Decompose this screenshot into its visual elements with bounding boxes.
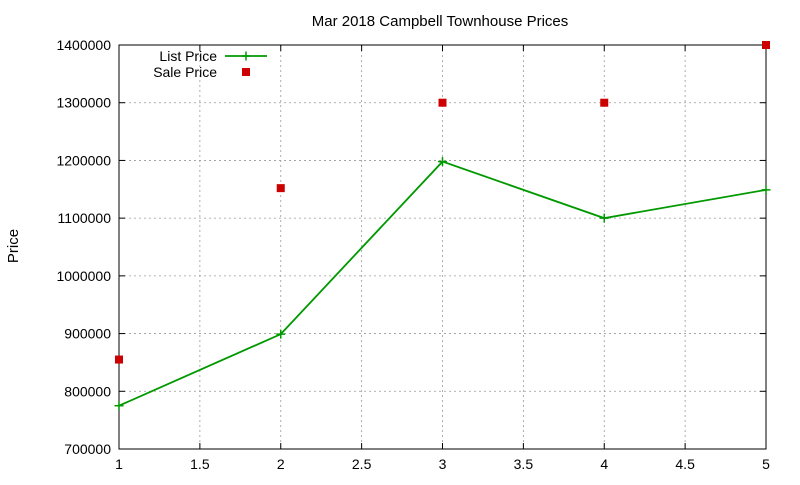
y-tick-label: 1300000: [56, 95, 111, 111]
data-point: [761, 185, 771, 195]
data-point: [762, 41, 770, 49]
x-tick-label: 1.5: [190, 456, 210, 472]
legend-label: List Price: [159, 48, 217, 64]
y-tick-label: 800000: [64, 383, 111, 399]
x-tick-label: 4.5: [675, 456, 695, 472]
data-series: [114, 41, 771, 411]
series-line: [118, 160, 767, 407]
legend-label: Sale Price: [153, 64, 217, 80]
y-axis-label: Price: [5, 229, 22, 263]
data-point: [438, 98, 447, 107]
y-tick-label: 700000: [64, 441, 111, 457]
legend-marker: [241, 51, 251, 61]
legend-marker: [242, 68, 250, 76]
x-tick-label: 2: [277, 456, 285, 472]
y-tick-label: 1400000: [56, 37, 111, 53]
data-point: [600, 98, 609, 107]
grid-lines: [119, 45, 766, 449]
x-tick-label: 3.5: [514, 456, 534, 472]
axis-ticks: 1 1.5 2 2.5 3 3.5 4 4.5 5 700000 800000 900000 10000…: [56, 37, 770, 472]
data-point: [276, 329, 286, 339]
data-point: [115, 355, 123, 364]
y-tick-label: 1100000: [58, 210, 112, 226]
series-sale-price: [115, 41, 770, 364]
data-point: [114, 401, 124, 411]
chart-title: Mar 2018 Campbell Townhouse Prices: [312, 13, 569, 30]
x-tick-label: 3: [439, 456, 447, 472]
y-tick-label: 1200000: [56, 152, 111, 168]
x-tick-label: 5: [762, 456, 770, 472]
y-tick-label: 1000000: [56, 268, 111, 284]
x-tick-label: 4: [600, 456, 608, 472]
x-tick-label: 2.5: [352, 456, 372, 472]
series-list-price: [114, 157, 771, 411]
data-point: [438, 157, 447, 167]
x-tick-label: 1: [115, 456, 123, 472]
data-point: [276, 184, 285, 193]
y-tick-label: 900000: [64, 326, 111, 342]
data-point: [599, 213, 609, 223]
